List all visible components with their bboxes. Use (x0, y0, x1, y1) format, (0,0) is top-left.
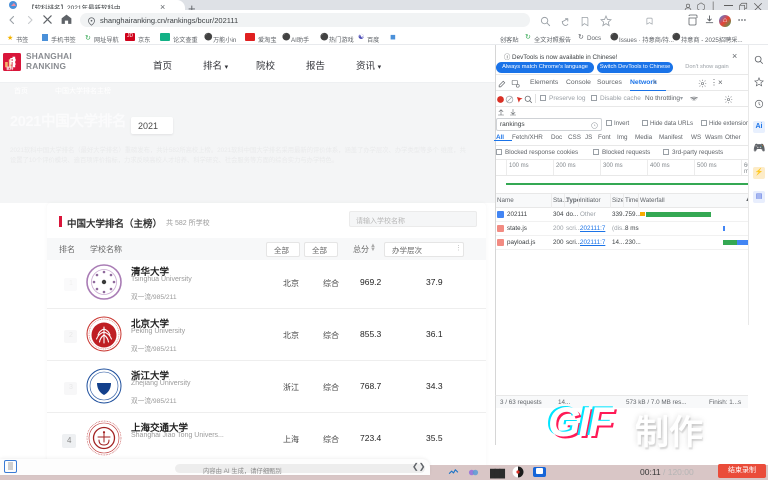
svg-text:R: R (10, 57, 17, 67)
svg-text:软科: 软科 (6, 65, 13, 70)
